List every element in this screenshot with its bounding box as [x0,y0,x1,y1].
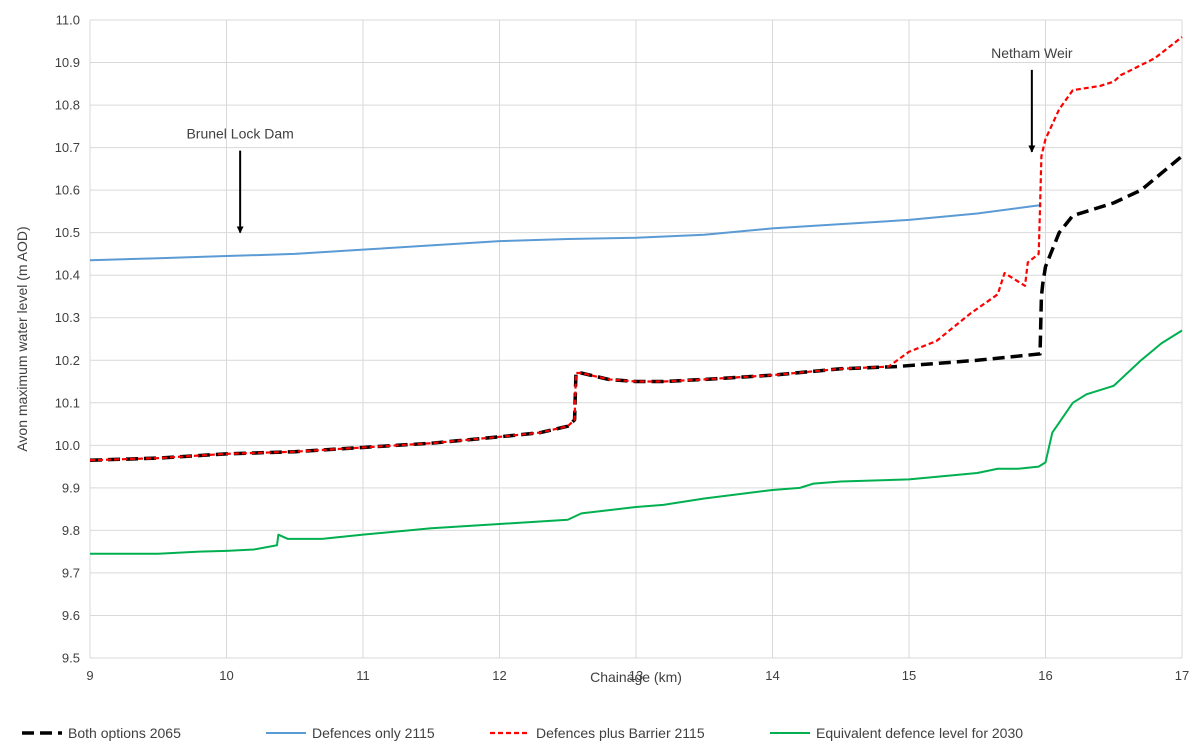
y-tick-label: 9.7 [62,565,80,580]
x-tick-label: 12 [492,668,506,683]
y-tick-label: 10.7 [55,140,80,155]
x-axis-title: Chainage (km) [590,669,682,685]
x-tick-label: 9 [86,668,93,683]
series-line-2 [89,204,1042,262]
y-tick-label: 11.0 [56,13,80,28]
x-tick-label: 11 [356,668,370,683]
axes: 9.5 9.6 9.7 9.8 9.9 10.0 10.1 10.2 10.3 10.4 10.5 1… [14,13,1189,686]
x-tick-label: 13 [629,668,643,683]
y-tick-label: 9.5 [62,651,80,666]
legend-label: Equivalent defence level for 2030 [816,725,1023,741]
x-tick-label: 16 [1038,668,1052,683]
y-tick-label: 10.1 [55,395,80,410]
y-tick-label: 9.9 [62,480,80,495]
annotation-label: Netham Weir [991,45,1073,61]
x-tick-label: 10 [219,668,233,683]
series-line-3 [89,36,1183,462]
legend-label: Defences only 2115 [312,725,435,741]
y-tick-label: 10.4 [55,268,80,283]
legend: Both options 2065 Defences only 2115 Defen… [22,725,1023,741]
plot-series [89,36,1184,555]
annotations: Brunel Lock Dam Netham Weir [186,45,1073,234]
y-axis-title: Avon maximum water level (m AOD) [14,226,30,451]
x-tick-label: 14 [765,668,779,683]
x-tick-label: 15 [902,668,916,683]
y-tick-label: 10.2 [55,353,80,368]
y-tick-label: 10.8 [55,98,80,113]
y-tick-label: 10.0 [55,438,80,453]
y-tick-label: 9.8 [62,523,80,538]
y-tick-label: 10.3 [55,310,80,325]
y-tick-label: 10.9 [55,55,80,70]
legend-label: Defences plus Barrier 2115 [536,725,705,741]
annotation-label: Brunel Lock Dam [186,126,293,142]
series-line-4 [90,329,1183,555]
legend-label: Both options 2065 [68,725,181,741]
gridlines [89,19,1183,659]
y-tick-label: 10.5 [55,225,80,240]
y-tick-label: 9.6 [62,608,80,623]
x-tick-label: 17 [1175,668,1189,683]
y-tick-label: 10.6 [55,183,80,198]
